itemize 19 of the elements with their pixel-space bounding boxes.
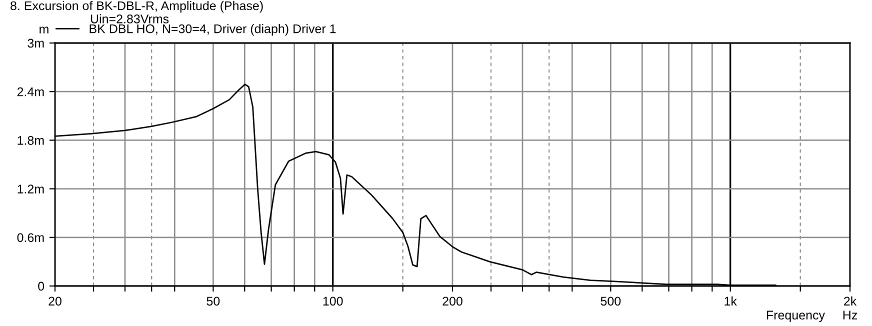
x-tick-label: 20 — [48, 296, 62, 306]
y-axis-title: m — [40, 26, 48, 34]
y-tick-label: 0 — [38, 282, 44, 291]
x-tick-label: 200 — [442, 296, 462, 306]
y-tick-label: 2.4m — [17, 87, 44, 96]
x-axis-title: Frequency — [766, 310, 825, 322]
legend-label: BK DBL HO, N=30=4, Driver (diaph) Driver 1 — [90, 24, 336, 36]
y-tick-label: 1.2m — [18, 184, 44, 194]
y-tick-label: 1.8m — [18, 136, 44, 145]
x-tick-label: 100 — [323, 296, 343, 306]
chart-title: 8. Excursion of BK-DBL-R, Amplitude (Phase) — [10, 1, 263, 13]
text: Hz — [843, 310, 858, 320]
x-tick-label: 2k — [844, 296, 857, 306]
y-tick-label: 3m — [28, 38, 44, 48]
x-tick-label: 1k — [724, 296, 737, 306]
y-tick-label: 0.6m — [17, 233, 44, 242]
text: Uin=2.83Vrms — [90, 14, 169, 24]
x-tick-label: 500 — [600, 296, 621, 306]
x-tick-label: 50 — [206, 296, 220, 306]
